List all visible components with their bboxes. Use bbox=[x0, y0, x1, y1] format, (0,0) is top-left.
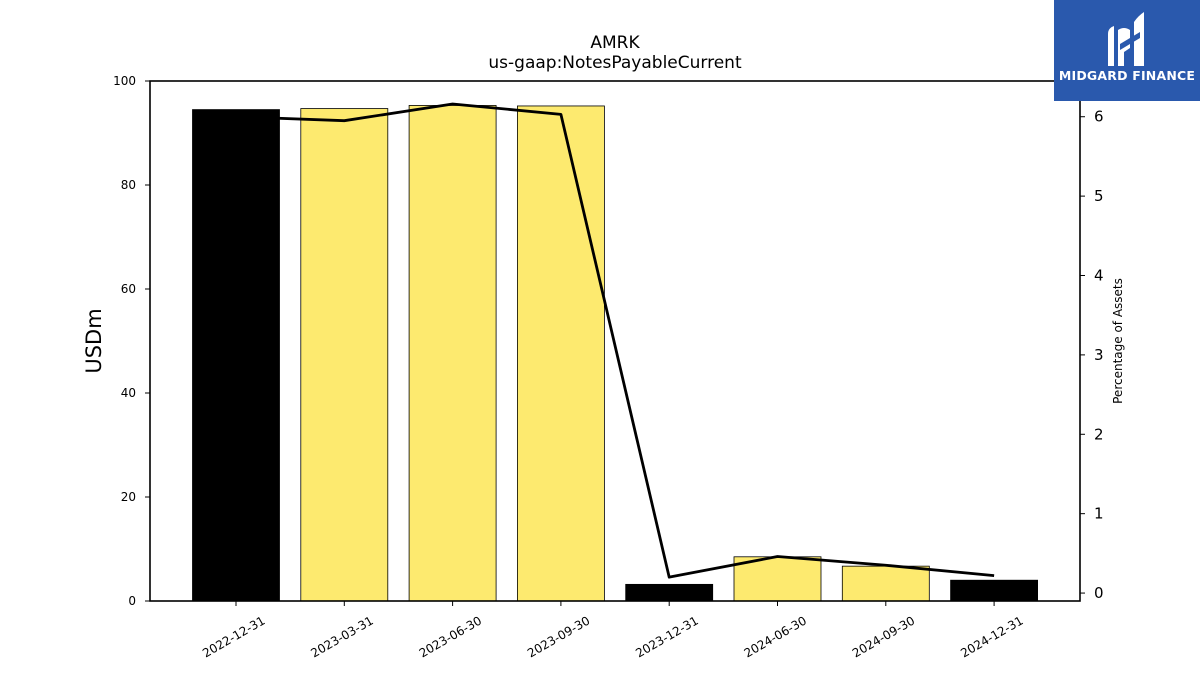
chart-subtitle: us-gaap:NotesPayableCurrent bbox=[488, 53, 742, 73]
bar-2024-12-31 bbox=[950, 579, 1038, 602]
brand-logo: MIDGARD FINANCE bbox=[1054, 0, 1200, 101]
y-tick-label-right: 4 bbox=[1094, 267, 1104, 285]
bar-2022-12-31 bbox=[192, 109, 280, 602]
y-tick-label-left: 20 bbox=[121, 490, 136, 504]
x-tick-label: 2023-09-30 bbox=[525, 613, 592, 660]
bar-2023-03-31 bbox=[300, 108, 389, 602]
y-tick-label-right: 0 bbox=[1094, 584, 1104, 602]
chart-title: AMRK bbox=[590, 33, 640, 53]
y-tick-label-right: 5 bbox=[1094, 187, 1104, 205]
x-tick-label: 2024-09-30 bbox=[850, 613, 917, 660]
x-tick-label: 2023-06-30 bbox=[417, 613, 484, 660]
bar-2023-12-31 bbox=[625, 583, 714, 602]
x-tick-label: 2023-12-31 bbox=[633, 613, 700, 660]
bar-2023-09-30 bbox=[517, 105, 605, 602]
y-tick-label-right: 2 bbox=[1094, 425, 1104, 443]
logo-text: MIDGARD FINANCE bbox=[1058, 68, 1196, 83]
y-tick-label-left: 0 bbox=[128, 594, 136, 608]
bar-2023-06-30 bbox=[408, 105, 497, 602]
x-tick-label: 2024-12-31 bbox=[958, 613, 1025, 660]
y-tick-label-left: 80 bbox=[121, 178, 136, 192]
y-tick-label-right: 3 bbox=[1094, 346, 1104, 364]
x-tick-label: 2022-12-31 bbox=[200, 613, 267, 660]
y-tick-label-left: 100 bbox=[113, 74, 136, 88]
y-tick-label-left: 40 bbox=[121, 386, 136, 400]
y-axis-label-right: Percentage of Assets bbox=[1111, 278, 1125, 404]
midgard-logo-icon bbox=[1108, 12, 1144, 66]
bar-2024-09-30 bbox=[841, 565, 930, 602]
bar-2024-06-30 bbox=[733, 556, 822, 602]
plot-frame bbox=[149, 80, 1081, 602]
x-tick-label: 2024-06-30 bbox=[742, 613, 809, 660]
x-tick-label: 2023-03-31 bbox=[308, 613, 375, 660]
y-tick-label-right: 6 bbox=[1094, 108, 1104, 126]
y-tick-label-left: 60 bbox=[121, 282, 136, 296]
y-axis-label-left: USDm bbox=[82, 308, 106, 373]
y-tick-label-right: 1 bbox=[1094, 505, 1104, 523]
percentage-line bbox=[235, 102, 995, 579]
